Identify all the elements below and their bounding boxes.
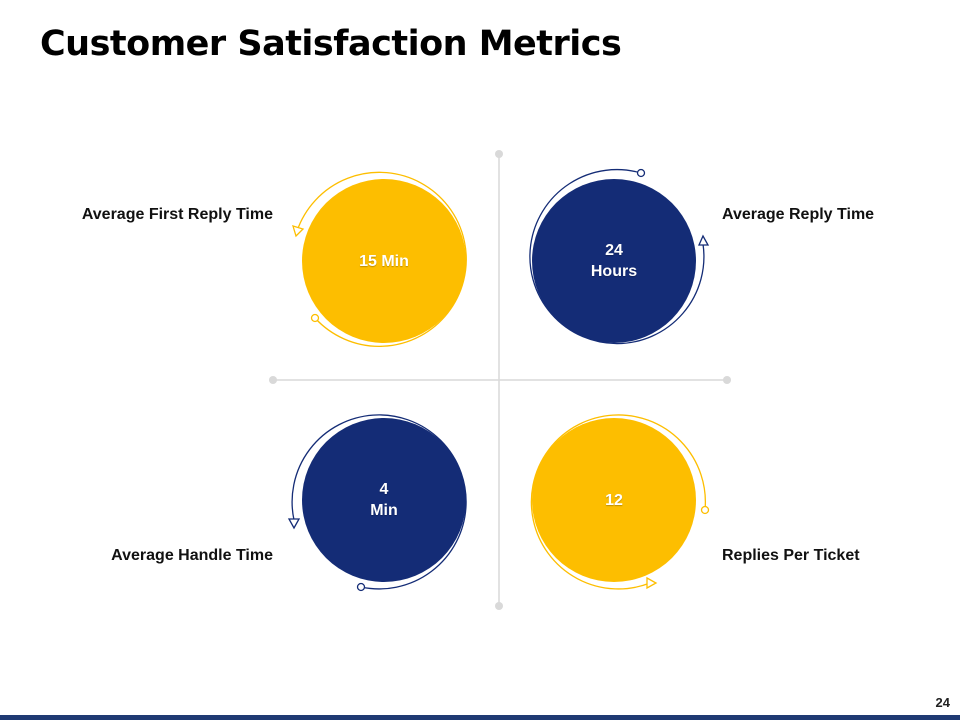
ring-start-dot xyxy=(310,313,320,323)
metric-label-reply-time: Average Reply Time xyxy=(722,206,875,223)
ring-start-dot xyxy=(636,168,646,178)
ring-handle-time xyxy=(287,414,467,592)
metric-value-first-reply: 15 Min xyxy=(359,252,409,270)
circle-reply-time xyxy=(532,179,696,343)
ring-start-dot xyxy=(356,582,366,592)
axis-dot-right xyxy=(723,376,731,384)
page-number: 24 xyxy=(935,695,950,710)
ring-arrow-icon xyxy=(287,518,301,530)
ring-first-reply xyxy=(292,171,467,347)
ring-arrow-icon xyxy=(292,225,305,238)
axis-dot-left xyxy=(269,376,277,384)
ring-arrow-icon xyxy=(697,234,710,246)
metric-value-replies-per-ticket: 12 xyxy=(605,491,623,509)
metric-label-handle-time: Average Handle Time xyxy=(111,547,273,564)
axis-dot-top xyxy=(495,150,503,158)
metric-value-handle-time: 4 Min xyxy=(370,481,398,519)
ring-start-dot xyxy=(700,505,710,515)
circle-first-reply xyxy=(302,179,466,343)
footer-bar xyxy=(0,715,960,720)
ring-replies-per-ticket xyxy=(530,414,710,590)
circle-replies-per-ticket xyxy=(532,418,696,582)
ring-arrow-icon xyxy=(646,576,658,590)
metric-label-replies-per-ticket: Replies Per Ticket xyxy=(722,547,860,564)
circle-handle-time xyxy=(302,418,466,582)
metric-value-reply-time: 24 Hours xyxy=(590,242,638,280)
slide-title: Customer Satisfaction Metrics xyxy=(40,24,622,64)
metric-label-first-reply: Average First Reply Time xyxy=(81,206,273,223)
axis-dot-bottom xyxy=(495,602,503,610)
